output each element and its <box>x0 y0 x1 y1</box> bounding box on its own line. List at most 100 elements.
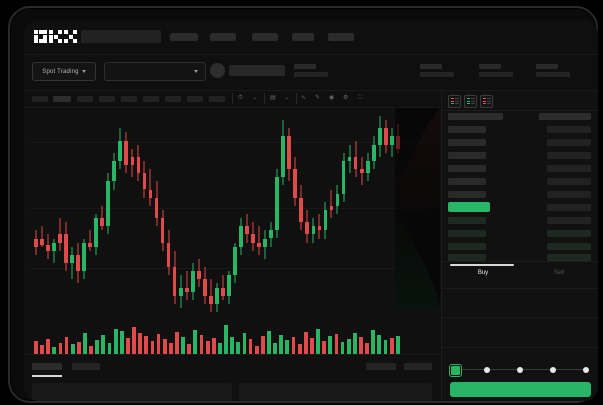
candle-body <box>184 287 189 292</box>
alert-icon[interactable]: ◉ <box>329 95 335 101</box>
orderbook-view-sell-icon[interactable] <box>480 95 493 108</box>
candle <box>142 108 147 308</box>
orders-action-1[interactable] <box>366 363 396 370</box>
candle <box>371 108 376 308</box>
nav-item-4[interactable] <box>292 33 314 41</box>
orderbook-ask-row-right[interactable] <box>547 152 591 159</box>
volume-bar <box>52 347 57 355</box>
slider-stop-50[interactable] <box>517 366 523 373</box>
candle-body <box>245 226 249 235</box>
orderbook-bid-row[interactable] <box>448 254 486 261</box>
toolbar-divider-1 <box>232 93 233 104</box>
slider-handle[interactable] <box>450 365 461 376</box>
volume-bar <box>193 330 198 355</box>
timeframe-9[interactable] <box>209 96 225 102</box>
candle <box>40 108 44 308</box>
volume-bar <box>58 343 63 355</box>
orderbook-ask-row-right[interactable] <box>547 126 591 133</box>
volume-bar <box>285 340 290 355</box>
orders-action-2[interactable] <box>404 363 432 370</box>
candle-body <box>275 177 280 231</box>
orderbook-ask-row-right[interactable] <box>547 191 591 198</box>
candle <box>160 108 165 308</box>
fullscreen-icon[interactable]: ⛶ <box>358 95 363 101</box>
chart-type-icon[interactable]: ▤ <box>270 95 276 101</box>
amount-slider[interactable] <box>450 365 590 376</box>
candle <box>353 108 358 308</box>
drawing-pencil-icon[interactable]: ✎ <box>315 95 321 101</box>
candle-body <box>227 275 231 296</box>
timeframe-8[interactable] <box>187 96 203 102</box>
timeframe-7[interactable] <box>165 96 181 102</box>
timeframe-5[interactable] <box>121 96 137 102</box>
timeframe-2[interactable] <box>53 96 71 102</box>
orderbook-rows[interactable] <box>442 110 598 261</box>
orderbook-ask-row[interactable] <box>448 191 486 198</box>
orderbook-ask-row[interactable] <box>448 139 486 146</box>
nav-item-3[interactable] <box>252 33 278 41</box>
orderbook-bid-row[interactable] <box>448 217 486 224</box>
submit-buy-button[interactable] <box>450 382 591 397</box>
candle-body <box>166 242 171 268</box>
chart-type-chevron-icon[interactable]: ⌄ <box>284 95 290 101</box>
slider-stop-75[interactable] <box>550 366 556 373</box>
orderbook-ask-row[interactable] <box>448 152 486 159</box>
orderbook-spread-row-right[interactable] <box>547 204 591 211</box>
orderbook-ask-row[interactable] <box>448 178 486 185</box>
tab-sell[interactable]: Sell <box>553 270 564 276</box>
volume-bar <box>181 337 185 355</box>
header-search-placeholder[interactable] <box>81 30 161 43</box>
candle-body <box>377 128 382 145</box>
orderbook-ask-row-right[interactable] <box>547 165 591 172</box>
volume-bar <box>70 344 75 355</box>
candle <box>347 108 352 308</box>
timeframe-3[interactable] <box>77 96 93 102</box>
timeframe-1[interactable] <box>32 96 48 102</box>
orderbook-bid-row-right[interactable] <box>547 230 591 237</box>
orderbook-view-both-icon[interactable] <box>448 95 461 108</box>
indicator-wave-icon[interactable]: ∿ <box>301 95 307 101</box>
candle <box>202 108 207 308</box>
candle-body <box>299 197 304 223</box>
orderbook-view-buy-icon[interactable] <box>464 95 477 108</box>
nav-item-2[interactable] <box>210 33 236 41</box>
orderbook-bid-row[interactable] <box>448 230 486 237</box>
market-type-button[interactable]: Spot Trading <box>32 62 96 81</box>
candle-body <box>281 136 286 178</box>
interval-chevron-icon[interactable]: ⌄ <box>252 95 258 101</box>
orderbook-bid-row-right[interactable] <box>547 254 591 261</box>
orderbook-ask-row-right[interactable] <box>547 178 591 185</box>
toolbar-divider-2 <box>264 93 265 104</box>
okx-logo-icon[interactable] <box>34 30 77 43</box>
pair-select[interactable] <box>104 62 206 81</box>
nav-item-1[interactable] <box>170 33 198 41</box>
orderbook-ask-row[interactable] <box>448 165 486 172</box>
candle-body <box>178 287 183 296</box>
settings-icon[interactable]: ⚙ <box>343 95 349 101</box>
orders-tab-history[interactable] <box>72 363 100 370</box>
orderbook-ask-row[interactable] <box>448 126 486 133</box>
candle-body <box>202 279 207 296</box>
volume-bar <box>389 338 394 355</box>
candle-wick <box>41 226 43 247</box>
orders-panel <box>24 354 440 401</box>
orderbook-bid-row[interactable] <box>448 243 486 250</box>
tab-buy[interactable]: Buy <box>477 270 489 276</box>
orderbook-bid-row-right[interactable] <box>547 243 591 250</box>
candle-body <box>118 140 123 161</box>
slider-stop-25[interactable] <box>484 366 490 373</box>
candle-body <box>347 156 352 161</box>
interval-icon[interactable]: ⏱ <box>238 95 243 101</box>
device-screen: Spot Trading <box>24 20 598 401</box>
orderbook-bid-row-right[interactable] <box>547 217 591 224</box>
orders-tab-open[interactable] <box>32 363 62 370</box>
timeframe-6[interactable] <box>143 96 159 102</box>
timeframe-4[interactable] <box>99 96 115 102</box>
volume-bar <box>199 335 204 355</box>
volume-bar <box>107 343 112 355</box>
orderbook-ask-row-right[interactable] <box>547 139 591 146</box>
price-chart[interactable] <box>24 108 440 355</box>
candle <box>172 108 177 308</box>
slider-stop-100[interactable] <box>583 366 589 373</box>
nav-item-5[interactable] <box>328 33 354 41</box>
